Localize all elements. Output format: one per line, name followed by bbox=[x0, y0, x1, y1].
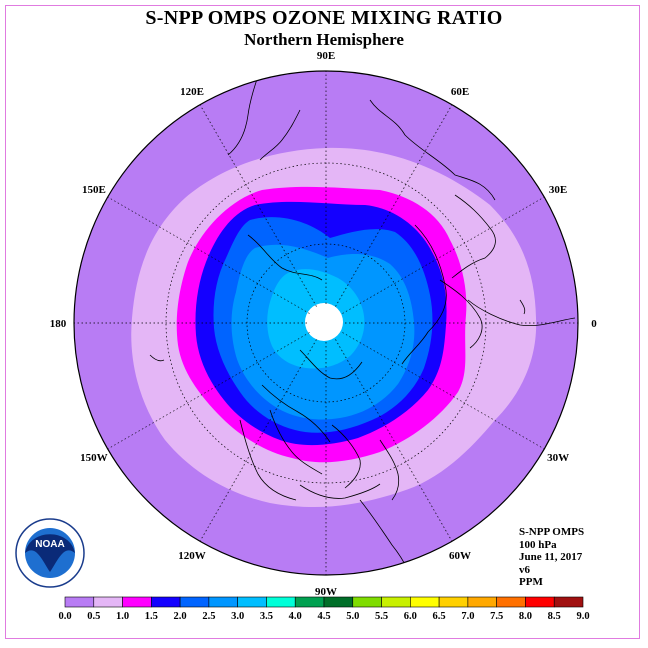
colorbar-tick-17: 8.5 bbox=[548, 611, 561, 622]
polar-data-gap bbox=[305, 303, 343, 341]
longitude-label-2: 30E bbox=[549, 184, 567, 196]
colorbar-tick-14: 7.0 bbox=[461, 611, 474, 622]
meridian-120 bbox=[199, 104, 317, 307]
colorbar-tick-3: 1.5 bbox=[145, 611, 158, 622]
longitude-label-4: 30W bbox=[547, 452, 569, 464]
units-label: PPM bbox=[519, 576, 543, 588]
longitude-label-6: 90W bbox=[315, 586, 337, 598]
colorbar-box-8 bbox=[294, 596, 325, 608]
noaa-logo-text: NOAA bbox=[35, 539, 64, 550]
colorbar-box-10 bbox=[352, 596, 382, 608]
colorbar-tick-16: 8.0 bbox=[519, 611, 532, 622]
colorbar-box-5 bbox=[208, 596, 238, 608]
meridian-150 bbox=[107, 196, 310, 314]
colorbar-box-17 bbox=[553, 596, 584, 608]
colorbar-box-3 bbox=[151, 596, 181, 608]
colorbar-tick-1: 0.5 bbox=[87, 611, 100, 622]
colorbar-tick-6: 3.0 bbox=[231, 611, 244, 622]
colorbar-tick-12: 6.0 bbox=[404, 611, 417, 622]
colorbar-tick-0: 0.0 bbox=[58, 611, 71, 622]
colorbar-tick-15: 7.5 bbox=[490, 611, 503, 622]
meridian-30 bbox=[342, 196, 545, 314]
colorbar-tick-8: 4.0 bbox=[289, 611, 302, 622]
colorbar-box-2 bbox=[122, 596, 152, 608]
longitude-label-11: 120E bbox=[180, 86, 204, 98]
colorbar-box-16 bbox=[525, 596, 555, 608]
colorbar-tick-10: 5.0 bbox=[346, 611, 359, 622]
longitude-label-5: 60W bbox=[449, 550, 471, 562]
colorbar-tick-4: 2.0 bbox=[174, 611, 187, 622]
colorbar-box-9 bbox=[323, 596, 354, 608]
pressure-level-label: 100 hPa bbox=[519, 538, 557, 551]
longitude-label-0: 90E bbox=[317, 50, 335, 62]
colorbar-box-7 bbox=[266, 596, 296, 608]
colorbar-box-0 bbox=[64, 596, 95, 608]
colorbar-tick-7: 3.5 bbox=[260, 611, 273, 622]
meridian-60 bbox=[335, 104, 453, 307]
meridian-240 bbox=[199, 339, 317, 542]
colorbar-tick-5: 2.5 bbox=[202, 611, 215, 622]
plot-frame bbox=[5, 5, 640, 639]
colorbar-tick-9: 4.5 bbox=[317, 611, 330, 622]
colorbar-box-4 bbox=[179, 596, 210, 608]
instrument-label: S-NPP OMPS bbox=[519, 526, 585, 538]
graticule bbox=[74, 71, 578, 575]
longitude-labels: 90E 60E 30E 0 30W 60W 90W 120W 150W 180 150E 120E bbox=[50, 50, 598, 598]
colorbar-tick-labels: 0.0 0.5 1.0 1.5 2.0 2.5 3.0 3.5 4.0 4.5 5.0 5.5 6.0 6… bbox=[58, 611, 589, 622]
colorbar-tick-18: 9.0 bbox=[576, 611, 589, 622]
colorbar-box-13 bbox=[438, 596, 469, 608]
meridian-330 bbox=[342, 332, 545, 450]
longitude-label-8: 150W bbox=[80, 452, 108, 464]
colorbar-tick-13: 6.5 bbox=[433, 611, 446, 622]
colorbar-box-14 bbox=[467, 596, 497, 608]
colorbar-box-11 bbox=[381, 596, 411, 608]
meridian-300 bbox=[335, 339, 453, 542]
colorbar-tick-2: 1.0 bbox=[116, 611, 129, 622]
longitude-label-1: 60E bbox=[451, 86, 469, 98]
date-label: June 11, 2017 bbox=[519, 551, 583, 563]
longitude-label-7: 120W bbox=[178, 550, 206, 562]
coastlines bbox=[149, 71, 576, 575]
colorbar-box-1 bbox=[93, 596, 123, 608]
longitude-label-3: 0 bbox=[591, 318, 597, 330]
map-subtitle: Northern Hemisphere bbox=[244, 30, 404, 49]
version-label: v6 bbox=[519, 563, 530, 576]
colorbar-box-12 bbox=[410, 596, 440, 608]
colorbar-box-6 bbox=[237, 596, 267, 608]
product-info: S-NPP OMPS 100 hPa June 11, 2017 v6 PPM bbox=[519, 526, 584, 589]
longitude-label-9: 180 bbox=[50, 318, 67, 330]
colorbar-boxes bbox=[64, 596, 584, 608]
colorbar-tick-11: 5.5 bbox=[375, 611, 388, 622]
longitude-label-10: 150E bbox=[82, 184, 106, 196]
noaa-bird-icon bbox=[25, 534, 75, 572]
meridian-210 bbox=[107, 332, 310, 450]
map-title: S-NPP OMPS OZONE MIXING RATIO bbox=[145, 7, 503, 29]
colorbar-box-15 bbox=[496, 596, 526, 608]
